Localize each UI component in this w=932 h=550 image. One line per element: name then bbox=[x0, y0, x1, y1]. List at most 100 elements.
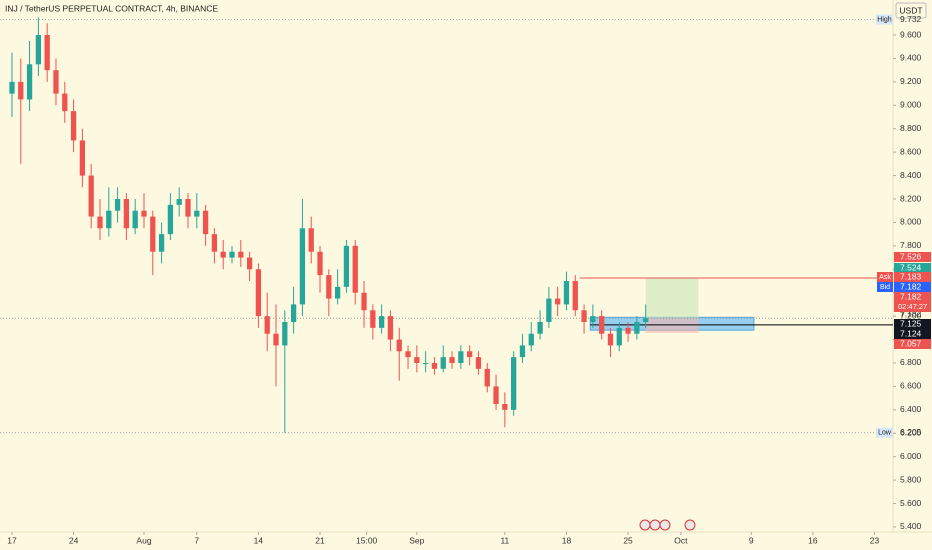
candle-body bbox=[132, 210, 138, 229]
candle-body bbox=[229, 251, 235, 258]
x-tick-label: 15:00 bbox=[356, 535, 378, 545]
price-tag-name: Ask bbox=[879, 274, 891, 281]
candle-body bbox=[519, 345, 526, 358]
candle-body bbox=[414, 357, 420, 363]
price-tag-name-box bbox=[877, 282, 893, 292]
candle-body bbox=[599, 316, 605, 334]
y-tick-label: 8.800 bbox=[900, 123, 922, 133]
candle-body bbox=[176, 199, 182, 205]
price-tag-value: 7.125 bbox=[900, 318, 922, 328]
candle-body bbox=[449, 357, 455, 363]
candle-body bbox=[581, 310, 587, 322]
price-tag-value: 7.524 bbox=[900, 262, 922, 272]
candle-body bbox=[308, 228, 314, 252]
candle-body bbox=[123, 199, 130, 229]
candle-body bbox=[511, 357, 517, 410]
event-icons bbox=[639, 519, 696, 531]
candle-body bbox=[343, 245, 350, 287]
candle-body bbox=[220, 251, 226, 258]
candle-body bbox=[537, 321, 543, 334]
candle-body bbox=[396, 339, 402, 352]
candle-body bbox=[44, 35, 50, 71]
plot bbox=[0, 17, 893, 434]
event-icon[interactable] bbox=[684, 519, 696, 531]
candle-body bbox=[546, 298, 552, 322]
candle-body bbox=[493, 386, 499, 404]
y-tick-label: 9.400 bbox=[900, 53, 922, 63]
price-tag-name: Bid bbox=[880, 284, 890, 291]
y-tick-label: 6.400 bbox=[900, 404, 922, 414]
price-tag-value: 7.182 bbox=[900, 291, 922, 301]
x-tick-label: 17 bbox=[7, 535, 17, 545]
candle-body bbox=[378, 316, 385, 328]
candle-body bbox=[114, 199, 121, 211]
chart-title: INJ / TetherUS PERPETUAL CONTRACT, 4h, B… bbox=[5, 3, 218, 13]
price-tag-value: 7.183 bbox=[900, 271, 922, 281]
candle-body bbox=[475, 357, 482, 369]
candle-body bbox=[326, 275, 332, 299]
event-icon[interactable] bbox=[649, 519, 661, 531]
candle-body bbox=[334, 286, 341, 299]
x-tick-label: 18 bbox=[562, 535, 572, 545]
y-tick-label: 9.200 bbox=[900, 76, 922, 86]
candle-body bbox=[35, 35, 42, 65]
candle-body bbox=[158, 234, 165, 252]
candle-body bbox=[317, 251, 323, 276]
candle-body bbox=[484, 368, 490, 387]
y-tick-label: 5.400 bbox=[900, 521, 922, 531]
y-tick-label: 8.200 bbox=[900, 193, 922, 203]
price-tag-value: 7.526 bbox=[900, 251, 922, 261]
price-tag-value: 7.057 bbox=[900, 338, 922, 348]
currency-button[interactable] bbox=[895, 2, 927, 19]
price-tag-value: 7.182 bbox=[900, 281, 922, 291]
y-tick-label: 7.200 bbox=[900, 310, 922, 320]
candle-body bbox=[211, 234, 218, 252]
y-tick-label: 8.400 bbox=[900, 170, 922, 180]
event-icon[interactable] bbox=[639, 519, 651, 531]
position-stop bbox=[645, 318, 699, 333]
price-tag bbox=[894, 329, 931, 339]
price-tag bbox=[894, 263, 931, 273]
candle-body bbox=[616, 327, 622, 346]
price-tag bbox=[894, 282, 931, 292]
candle-body bbox=[555, 298, 561, 305]
y-tick-label: 6.200 bbox=[900, 428, 922, 438]
candle-body bbox=[440, 357, 446, 369]
candle-body bbox=[70, 111, 77, 141]
candle-body bbox=[643, 318, 649, 322]
candle-body bbox=[299, 228, 306, 305]
x-tick-label: 21 bbox=[315, 535, 325, 545]
y-tick-label: 7.800 bbox=[900, 240, 922, 250]
tag-value: 9.732 bbox=[900, 14, 922, 24]
candle-body bbox=[88, 175, 94, 217]
price-tag bbox=[894, 272, 931, 282]
event-icon[interactable] bbox=[659, 519, 671, 531]
candle-body bbox=[563, 280, 570, 305]
x-tick-label: 14 bbox=[254, 535, 264, 545]
candle-body bbox=[387, 316, 394, 340]
candle-body bbox=[185, 199, 191, 217]
candle-body bbox=[79, 140, 86, 176]
candle-body bbox=[458, 351, 464, 363]
y-tick-label: 9.000 bbox=[900, 100, 922, 110]
tag-box bbox=[876, 14, 893, 25]
currency-label[interactable]: USDT bbox=[899, 5, 922, 15]
candle-body bbox=[150, 216, 156, 252]
candle-body bbox=[9, 81, 15, 94]
candle-body bbox=[361, 292, 367, 311]
x-tick-label: 25 bbox=[623, 535, 633, 545]
position-target bbox=[645, 277, 699, 319]
candle-body bbox=[62, 93, 68, 112]
y-tick-label: 8.000 bbox=[900, 217, 922, 227]
x-tick-label: Sep bbox=[409, 535, 424, 545]
tag-value: 6.205 bbox=[900, 427, 922, 437]
y-tick-label: 6.600 bbox=[900, 381, 922, 391]
y-tick-label: 6.000 bbox=[900, 451, 922, 461]
current-price-label: 7.182 bbox=[900, 308, 922, 318]
y-tick-label: 6.800 bbox=[900, 357, 922, 367]
candle-body bbox=[625, 327, 631, 334]
candle-body bbox=[290, 304, 297, 322]
tag-name: Low bbox=[878, 430, 892, 437]
candle-body bbox=[467, 351, 473, 358]
